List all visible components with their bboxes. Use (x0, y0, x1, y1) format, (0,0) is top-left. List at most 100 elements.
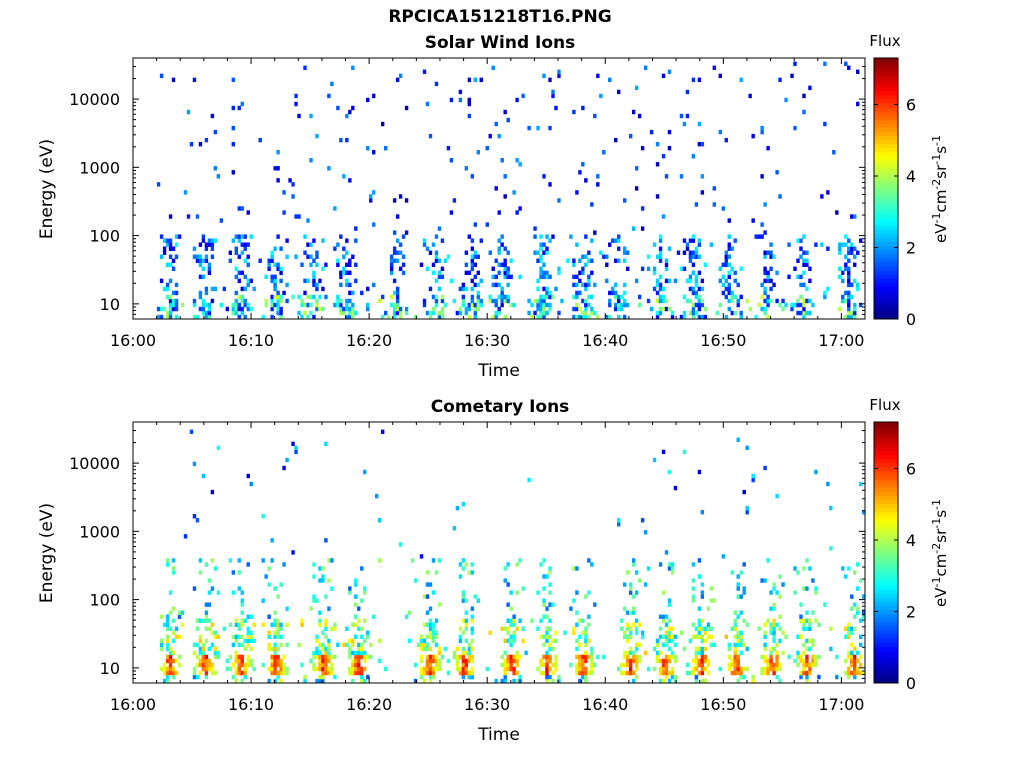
heatmap-cell (488, 630, 492, 636)
heatmap-cell (419, 634, 424, 640)
heatmap-cell (327, 578, 331, 583)
heatmap-cell (587, 294, 591, 300)
heatmap-cell (536, 125, 540, 131)
heatmap-cell (847, 258, 851, 263)
heatmap-cell (279, 306, 283, 312)
heatmap-cell (724, 262, 728, 267)
heatmap-cell (273, 618, 277, 623)
heatmap-cell (649, 306, 654, 312)
heatmap-cell (697, 306, 702, 312)
heatmap-cell (345, 298, 349, 304)
colorbar-swatch (874, 286, 898, 291)
heatmap-cell (590, 258, 594, 263)
colorbar-swatch (874, 442, 898, 447)
heatmap-cell (503, 566, 507, 571)
heatmap-cell (237, 654, 241, 660)
heatmap-cell (171, 650, 176, 656)
heatmap-cell (321, 286, 325, 292)
heatmap-cell (159, 646, 164, 652)
heatmap-cell (273, 642, 277, 648)
heatmap-cell (369, 642, 373, 648)
heatmap-cell (297, 310, 301, 316)
heatmap-cell (769, 630, 773, 636)
heatmap-cell (327, 558, 331, 563)
heatmap-cell (664, 638, 669, 644)
heatmap-cell (584, 282, 588, 288)
heatmap-cell (404, 198, 409, 203)
heatmap-cell (727, 298, 731, 304)
heatmap-cell (345, 306, 349, 312)
heatmap-cell (697, 662, 702, 668)
heatmap-cell (625, 662, 630, 668)
colorbar-swatch (874, 548, 898, 553)
heatmap-cell (207, 662, 212, 668)
heatmap-cell (330, 670, 334, 676)
heatmap-cell (509, 590, 513, 595)
heatmap-cell (634, 654, 639, 660)
heatmap-cell (276, 670, 280, 676)
heatmap-cell (631, 622, 636, 627)
heatmap-cell (572, 294, 576, 300)
heatmap-cell (360, 650, 364, 656)
heatmap-cell (838, 250, 842, 255)
heatmap-cell (850, 314, 854, 320)
heatmap-cell (425, 310, 430, 316)
heatmap-cell (703, 626, 708, 631)
heatmap-cell (395, 298, 400, 304)
heatmap-cell (703, 646, 708, 652)
heatmap-cell (503, 638, 507, 644)
heatmap-cell (850, 294, 854, 300)
heatmap-cell (862, 670, 866, 676)
heatmap-cell (228, 250, 232, 255)
heatmap-cell (730, 290, 734, 296)
heatmap-cell (628, 658, 633, 664)
heatmap-cell (614, 306, 618, 312)
heatmap-cell (437, 270, 442, 276)
heatmap-cell (587, 282, 591, 288)
heatmap-cell (431, 306, 436, 312)
heatmap-cell (372, 190, 376, 195)
heatmap-cell (273, 658, 277, 664)
heatmap-cell (766, 274, 770, 280)
heatmap-cell (661, 614, 666, 619)
heatmap-cell (664, 266, 669, 272)
heatmap-cell (688, 238, 693, 243)
heatmap-cell (455, 505, 460, 511)
heatmap-cell (772, 670, 776, 676)
heatmap-cell (533, 226, 537, 231)
heatmap-cell (841, 270, 845, 276)
heatmap-cell (174, 302, 179, 308)
heatmap-cell (760, 125, 764, 131)
heatmap-cell (628, 133, 633, 139)
colorbar-swatch (874, 204, 898, 210)
heatmap-cell (787, 274, 791, 280)
heatmap-cell (808, 646, 812, 652)
colorbar-swatch (874, 601, 898, 607)
heatmap-cell (850, 214, 854, 219)
heatmap-cell (240, 298, 244, 304)
x-tick-label: 16:40 (582, 331, 628, 350)
heatmap-cell (778, 77, 782, 83)
heatmap-cell (246, 626, 250, 631)
heatmap-cell (847, 65, 851, 70)
heatmap-cell (159, 614, 164, 619)
heatmap-cell (500, 242, 504, 247)
heatmap-cell (763, 278, 767, 284)
heatmap-cell (760, 578, 764, 583)
heatmap-cell (159, 278, 164, 284)
heatmap-cell (312, 650, 316, 656)
heatmap-cell (664, 666, 669, 672)
heatmap-cell (467, 77, 472, 83)
heatmap-cell (461, 618, 466, 623)
heatmap-cell (694, 250, 699, 255)
heatmap-cell (590, 202, 594, 207)
heatmap-cell (545, 286, 549, 292)
colorbar-swatch (874, 302, 898, 308)
heatmap-cell (165, 634, 170, 640)
heatmap-cell (667, 145, 672, 151)
heatmap-cell (168, 650, 173, 656)
heatmap-cell (685, 89, 690, 95)
heatmap-cell (165, 614, 170, 619)
heatmap-cell (799, 254, 803, 259)
heatmap-cell (237, 666, 241, 672)
